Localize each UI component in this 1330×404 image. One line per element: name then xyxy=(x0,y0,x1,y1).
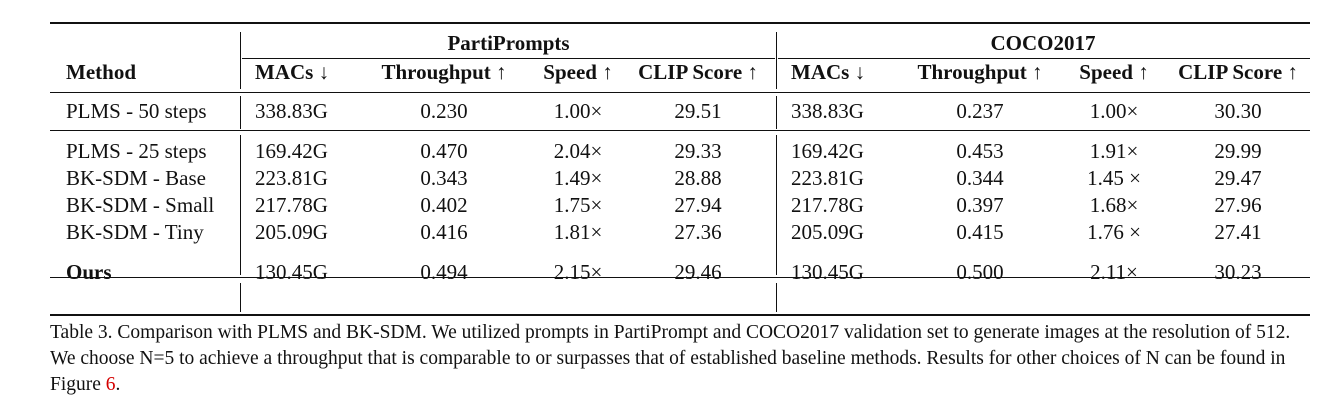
value-cell: 0.500 xyxy=(956,260,1004,284)
column-header-6: Throughput ↑ xyxy=(917,60,1043,84)
value-cell: 0.402 xyxy=(420,193,468,217)
vertical-separator-0-1 xyxy=(776,96,777,129)
group-underline-coco2017 xyxy=(778,58,1310,59)
value-cell: 1.49× xyxy=(553,166,603,190)
bottom-rule xyxy=(50,314,1310,316)
vertical-separator-header-2 xyxy=(776,32,777,89)
column-header-0: Method xyxy=(66,60,136,84)
method-cell: PLMS - 50 steps xyxy=(66,99,207,123)
column-header-4: CLIP Score ↑ xyxy=(638,60,758,84)
figure-ref-link[interactable]: 6 xyxy=(105,374,116,395)
value-cell: 27.96 xyxy=(1214,193,1262,217)
value-cell: 205.09G xyxy=(255,220,328,244)
value-cell: 169.42G xyxy=(791,139,864,163)
value-cell: 0.344 xyxy=(956,166,1004,190)
section-rule-2 xyxy=(50,277,1310,278)
value-cell: 0.494 xyxy=(420,260,468,284)
value-cell: 0.415 xyxy=(956,220,1004,244)
column-header-8: CLIP Score ↑ xyxy=(1178,60,1298,84)
value-cell: 29.47 xyxy=(1214,166,1262,190)
value-cell: 0.397 xyxy=(956,193,1004,217)
vertical-separator-0-0 xyxy=(240,96,241,129)
table-caption: Table 3. Comparison with PLMS and BK-SDM… xyxy=(50,320,1300,398)
value-cell: 1.81× xyxy=(553,220,603,244)
column-header-7: Speed ↑ xyxy=(1079,60,1149,84)
method-cell: BK-SDM - Small xyxy=(66,193,215,217)
value-cell: 30.23 xyxy=(1214,260,1262,284)
value-cell: 28.88 xyxy=(674,166,722,190)
group-header-coco2017: COCO2017 xyxy=(990,31,1096,55)
column-header-3: Speed ↑ xyxy=(543,60,613,84)
value-cell: 338.83G xyxy=(255,99,328,123)
section-rule-1 xyxy=(50,130,1310,131)
value-cell: 217.78G xyxy=(255,193,328,217)
group-underline-partiprompts xyxy=(242,58,775,59)
vertical-separator-2-0 xyxy=(240,283,241,312)
value-cell: 0.343 xyxy=(420,166,468,190)
top-rule xyxy=(50,22,1310,24)
value-cell: 169.42G xyxy=(255,139,328,163)
value-cell: 1.45 × xyxy=(1087,166,1141,190)
value-cell: 29.33 xyxy=(674,139,722,163)
value-cell: 1.00× xyxy=(1089,99,1139,123)
method-cell: PLMS - 25 steps xyxy=(66,139,207,163)
value-cell: 1.91× xyxy=(1089,139,1139,163)
vertical-separator-1-1 xyxy=(776,135,777,275)
value-cell: 27.41 xyxy=(1214,220,1262,244)
value-cell: 2.04× xyxy=(553,139,603,163)
value-cell: 29.99 xyxy=(1214,139,1262,163)
value-cell: 0.230 xyxy=(420,99,468,123)
value-cell: 205.09G xyxy=(791,220,864,244)
value-cell: 2.11× xyxy=(1090,260,1138,284)
header-rule xyxy=(50,92,1310,93)
value-cell: 1.00× xyxy=(553,99,603,123)
value-cell: 27.94 xyxy=(674,193,722,217)
value-cell: 130.45G xyxy=(255,260,328,284)
value-cell: 1.76 × xyxy=(1087,220,1141,244)
value-cell: 130.45G xyxy=(791,260,864,284)
value-cell: 223.81G xyxy=(255,166,328,190)
vertical-separator-1-0 xyxy=(240,135,241,275)
value-cell: 0.416 xyxy=(420,220,468,244)
value-cell: 0.470 xyxy=(420,139,468,163)
column-header-2: Throughput ↑ xyxy=(381,60,507,84)
method-cell: Ours xyxy=(66,260,112,284)
value-cell: 29.46 xyxy=(674,260,722,284)
method-cell: BK-SDM - Tiny xyxy=(66,220,204,244)
value-cell: 223.81G xyxy=(791,166,864,190)
method-cell: BK-SDM - Base xyxy=(66,166,206,190)
value-cell: 0.453 xyxy=(956,139,1004,163)
value-cell: 338.83G xyxy=(791,99,864,123)
vertical-separator-header-1 xyxy=(240,32,241,89)
value-cell: 2.15× xyxy=(553,260,603,284)
vertical-separator-2-1 xyxy=(776,283,777,312)
column-header-1: MACs ↓ xyxy=(255,60,330,84)
column-header-5: MACs ↓ xyxy=(791,60,866,84)
value-cell: 217.78G xyxy=(791,193,864,217)
value-cell: 30.30 xyxy=(1214,99,1262,123)
group-header-partiprompts: PartiPrompts xyxy=(447,31,570,55)
value-cell: 1.75× xyxy=(553,193,603,217)
value-cell: 29.51 xyxy=(674,99,722,123)
value-cell: 0.237 xyxy=(956,99,1004,123)
value-cell: 1.68× xyxy=(1089,193,1139,217)
value-cell: 27.36 xyxy=(674,220,722,244)
caption-text: Table 3. Comparison with PLMS and BK-SDM… xyxy=(50,322,1291,395)
caption-end: . xyxy=(115,374,121,395)
